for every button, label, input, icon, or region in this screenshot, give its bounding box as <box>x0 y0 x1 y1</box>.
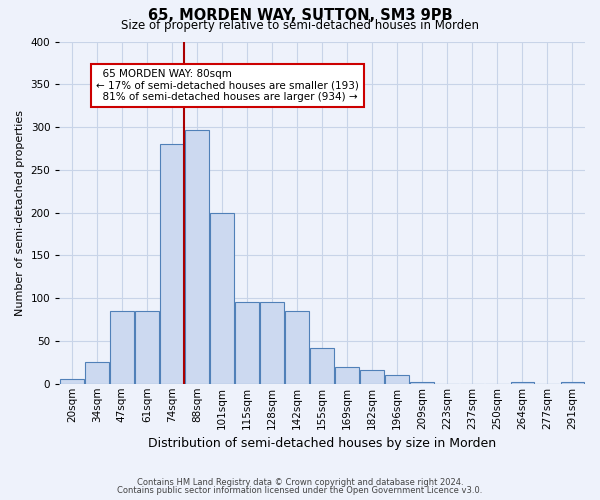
Y-axis label: Number of semi-detached properties: Number of semi-detached properties <box>15 110 25 316</box>
Text: 65, MORDEN WAY, SUTTON, SM3 9PB: 65, MORDEN WAY, SUTTON, SM3 9PB <box>148 8 452 22</box>
Bar <box>511 382 535 384</box>
Bar <box>310 348 334 384</box>
Bar <box>110 311 134 384</box>
Text: 65 MORDEN WAY: 80sqm
← 17% of semi-detached houses are smaller (193)
  81% of se: 65 MORDEN WAY: 80sqm ← 17% of semi-detac… <box>96 69 359 102</box>
Bar <box>185 130 209 384</box>
X-axis label: Distribution of semi-detached houses by size in Morden: Distribution of semi-detached houses by … <box>148 437 496 450</box>
Bar <box>60 380 84 384</box>
Bar <box>135 311 159 384</box>
Bar <box>160 144 184 384</box>
Bar <box>410 382 434 384</box>
Bar <box>260 302 284 384</box>
Text: Contains HM Land Registry data © Crown copyright and database right 2024.: Contains HM Land Registry data © Crown c… <box>137 478 463 487</box>
Bar <box>285 311 309 384</box>
Bar <box>235 302 259 384</box>
Bar <box>385 375 409 384</box>
Bar <box>85 362 109 384</box>
Bar <box>335 366 359 384</box>
Bar <box>560 382 584 384</box>
Bar <box>361 370 384 384</box>
Bar <box>210 214 234 384</box>
Text: Contains public sector information licensed under the Open Government Licence v3: Contains public sector information licen… <box>118 486 482 495</box>
Text: Size of property relative to semi-detached houses in Morden: Size of property relative to semi-detach… <box>121 18 479 32</box>
